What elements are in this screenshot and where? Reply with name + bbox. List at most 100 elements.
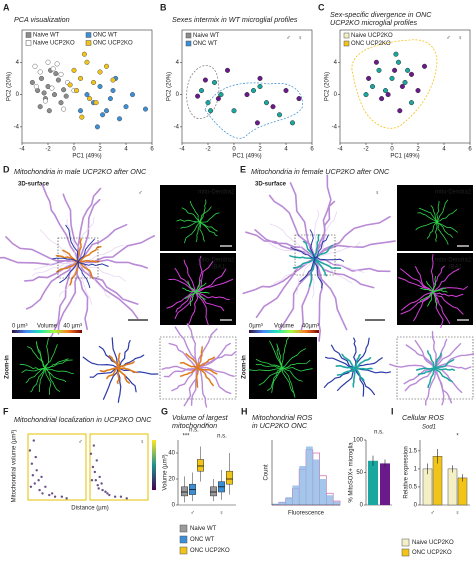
data-point <box>46 108 52 114</box>
data-point <box>408 100 415 106</box>
microglia-render <box>77 261 91 289</box>
data-point <box>376 67 382 73</box>
microglia-render <box>352 367 356 388</box>
microglia-render <box>248 367 283 372</box>
legend-label: Naive WT <box>193 33 220 39</box>
panel-label: E <box>240 164 246 174</box>
microglia-render <box>269 223 316 259</box>
microglia-render <box>117 367 159 375</box>
microglia-render <box>290 246 316 259</box>
bar <box>447 468 458 506</box>
microglia-render <box>427 367 436 389</box>
y-tick-label: 0 <box>334 92 338 98</box>
microglia-render <box>25 261 79 310</box>
microglia-render <box>314 234 329 259</box>
subtitle: Sod1 <box>422 425 436 431</box>
microglia-render <box>434 367 445 406</box>
legend-swatch <box>85 32 92 38</box>
microglia-render <box>354 367 365 397</box>
microglia-render <box>189 200 201 223</box>
microglia-render <box>77 261 126 282</box>
data-point <box>71 67 77 73</box>
microglia-render <box>82 356 119 369</box>
y-tick-label: 40 <box>168 451 175 457</box>
histogram-bar <box>272 503 279 505</box>
legend-label: Naive UCP2KO <box>33 41 75 47</box>
microglia-render <box>52 257 79 263</box>
data-point <box>50 66 56 72</box>
data-point <box>41 90 47 96</box>
microglia-render <box>117 361 135 369</box>
microglia-render <box>314 257 348 331</box>
legend-label: Naive UCP2KO <box>412 540 454 546</box>
microglia-render <box>354 367 391 374</box>
data-point <box>94 479 98 482</box>
microglia-render <box>89 367 119 378</box>
microglia-render <box>31 261 79 277</box>
legend-label: Naive UCP2KO <box>351 33 393 39</box>
x-tick-label: ♀ <box>219 511 224 517</box>
histogram-bar <box>299 466 306 505</box>
microglia-render <box>255 257 316 319</box>
microglia-render <box>436 221 449 245</box>
colorbar-label: Volume <box>37 324 58 330</box>
data-point <box>61 87 67 93</box>
microglia-render <box>174 267 197 293</box>
microglia-render <box>77 261 94 279</box>
microglia-render <box>195 291 209 326</box>
significance-label: n.s. <box>374 430 384 436</box>
plot-frame <box>21 29 153 144</box>
microglia-render <box>281 367 295 396</box>
data-point <box>38 75 45 81</box>
data-point <box>125 497 128 500</box>
panel-label: A <box>3 2 10 12</box>
data-point <box>48 493 51 497</box>
microglia-render <box>199 212 220 223</box>
microglia-render <box>196 367 200 388</box>
y-tick-label: 0 <box>414 503 418 509</box>
data-point <box>224 67 231 73</box>
colorbar-label: Volume <box>274 324 295 330</box>
data-point <box>94 124 100 130</box>
zoom-label: Zoom-in <box>242 355 248 379</box>
y-tick-label: 1 <box>414 466 418 472</box>
microglia-render <box>56 261 79 273</box>
y-tick-label: 100 <box>353 438 364 444</box>
data-point <box>257 83 263 90</box>
y-tick-label: 4 <box>16 60 20 66</box>
x-axis-label: PC1 (49%) <box>390 154 419 160</box>
microglia-render <box>267 367 283 391</box>
x-tick-label: ♀ <box>455 511 460 517</box>
microglia-render <box>242 257 316 295</box>
y-axis-label: Relative expression <box>404 446 410 498</box>
microglia-render <box>186 323 199 369</box>
microglia-render <box>289 255 316 259</box>
microglia-render <box>116 352 121 369</box>
microglia-render <box>196 221 201 243</box>
microglia-render <box>33 261 79 270</box>
zoom-label: Zoom-in <box>5 355 11 379</box>
data-point <box>58 100 64 106</box>
data-point <box>97 487 100 490</box>
histogram-bar <box>319 479 327 505</box>
legend-swatch <box>401 548 410 557</box>
legend-swatch <box>179 546 188 555</box>
microglia-render <box>314 257 328 277</box>
legend-label: ONC UCP2KO <box>351 41 391 47</box>
data-point <box>211 79 218 86</box>
microglia-render <box>436 221 458 233</box>
colorbar-label: 0µm³ <box>249 324 263 330</box>
microglia-render <box>299 257 316 282</box>
data-point <box>34 455 37 459</box>
microglia-render <box>187 280 197 293</box>
data-point <box>198 87 205 94</box>
microglia-render <box>281 367 303 382</box>
significance-label: *** <box>182 434 190 440</box>
microglia-render <box>117 367 138 374</box>
data-point <box>244 92 250 98</box>
colorbar <box>249 330 319 333</box>
colorbar-label: 0 µm³ <box>12 324 27 330</box>
y-tick-label: 50 <box>356 470 363 476</box>
microglia-render <box>314 257 342 270</box>
data-point <box>363 92 369 98</box>
